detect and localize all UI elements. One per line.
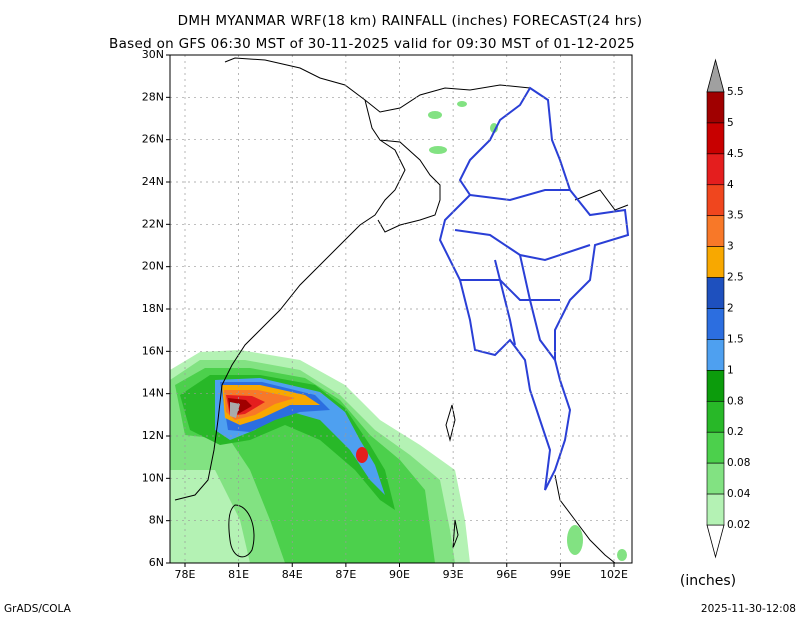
rainfall-field xyxy=(170,101,627,563)
map-subtitle: Based on GFS 06:30 MST of 30-11-2025 val… xyxy=(109,36,635,52)
lon-label: 78E xyxy=(175,568,196,581)
colorbar-label: 0.02 xyxy=(727,519,750,531)
colorbar-band xyxy=(706,184,725,217)
lon-label: 87E xyxy=(335,568,356,581)
colorbar-label: 2.5 xyxy=(727,272,744,284)
colorbar-label: 4 xyxy=(727,179,734,191)
colorbar-band xyxy=(706,431,725,464)
colorbar-band xyxy=(706,153,725,186)
colorbar-label: 0.08 xyxy=(727,457,750,469)
axis-labels: 30N 28N 26N 24N 22N 20N 18N 16N 14N 12N 10N 8N 6N 78E… xyxy=(142,48,628,581)
lat-label: 18N xyxy=(142,302,164,315)
colorbar-band xyxy=(706,339,725,371)
lon-label: 81E xyxy=(228,568,249,581)
colorbar-unit: (inches) xyxy=(680,573,736,589)
coastline xyxy=(174,57,629,563)
colorbar-label: 0.8 xyxy=(727,395,744,407)
lat-label: 10N xyxy=(142,471,164,484)
colorbar: 5.5 5 4.5 4 3.5 3 2.5 2 1.5 1 0.8 0.2 0.08 0.04 0.02 xyxy=(706,58,751,559)
colorbar-band xyxy=(706,246,725,278)
grid xyxy=(170,55,632,563)
footer-right: 2025-11-30-12:08 xyxy=(701,603,796,615)
colorbar-label: 5 xyxy=(727,117,734,129)
lon-label: 96E xyxy=(496,568,517,581)
map xyxy=(170,55,632,563)
colorbar-label: 3.5 xyxy=(727,210,744,222)
lat-label: 8N xyxy=(149,514,164,527)
colorbar-label: 1 xyxy=(727,364,734,376)
lat-label: 6N xyxy=(149,556,164,569)
lon-label: 84E xyxy=(282,568,303,581)
lon-label: 99E xyxy=(550,568,571,581)
colorbar-label: 3 xyxy=(727,241,734,253)
lat-label: 16N xyxy=(142,344,164,357)
lat-label: 26N xyxy=(142,133,164,146)
lon-label: 102E xyxy=(600,568,628,581)
colorbar-label: 0.2 xyxy=(727,426,744,438)
footer-left: GrADS/COLA xyxy=(4,603,72,615)
colorbar-band xyxy=(706,493,725,526)
lat-label: 12N xyxy=(142,429,164,442)
colorbar-band xyxy=(706,400,725,433)
colorbar-band xyxy=(706,277,725,309)
colorbar-band xyxy=(706,370,725,402)
lat-label: 28N xyxy=(142,90,164,103)
colorbar-label: 0.04 xyxy=(727,488,751,500)
colorbar-label: 5.5 xyxy=(727,86,744,98)
colorbar-label: 2 xyxy=(727,303,734,315)
lat-label: 14N xyxy=(142,387,164,400)
colorbar-band xyxy=(706,122,725,155)
colorbar-over-arrow xyxy=(706,58,725,93)
colorbar-under-arrow xyxy=(706,524,725,559)
colorbar-band xyxy=(706,91,725,124)
map-title: DMH MYANMAR WRF(18 km) RAINFALL (inches)… xyxy=(178,13,643,29)
lat-label: 20N xyxy=(142,260,164,273)
lon-label: 93E xyxy=(443,568,464,581)
lat-label: 22N xyxy=(142,217,164,230)
colorbar-label: 1.5 xyxy=(727,333,744,345)
colorbar-band xyxy=(706,215,725,247)
lon-label: 90E xyxy=(389,568,410,581)
colorbar-band xyxy=(706,462,725,495)
colorbar-label: 4.5 xyxy=(727,148,744,160)
myanmar-boundary xyxy=(438,86,630,491)
colorbar-band xyxy=(706,308,725,340)
lat-label: 24N xyxy=(142,175,164,188)
lat-label: 30N xyxy=(142,48,164,61)
